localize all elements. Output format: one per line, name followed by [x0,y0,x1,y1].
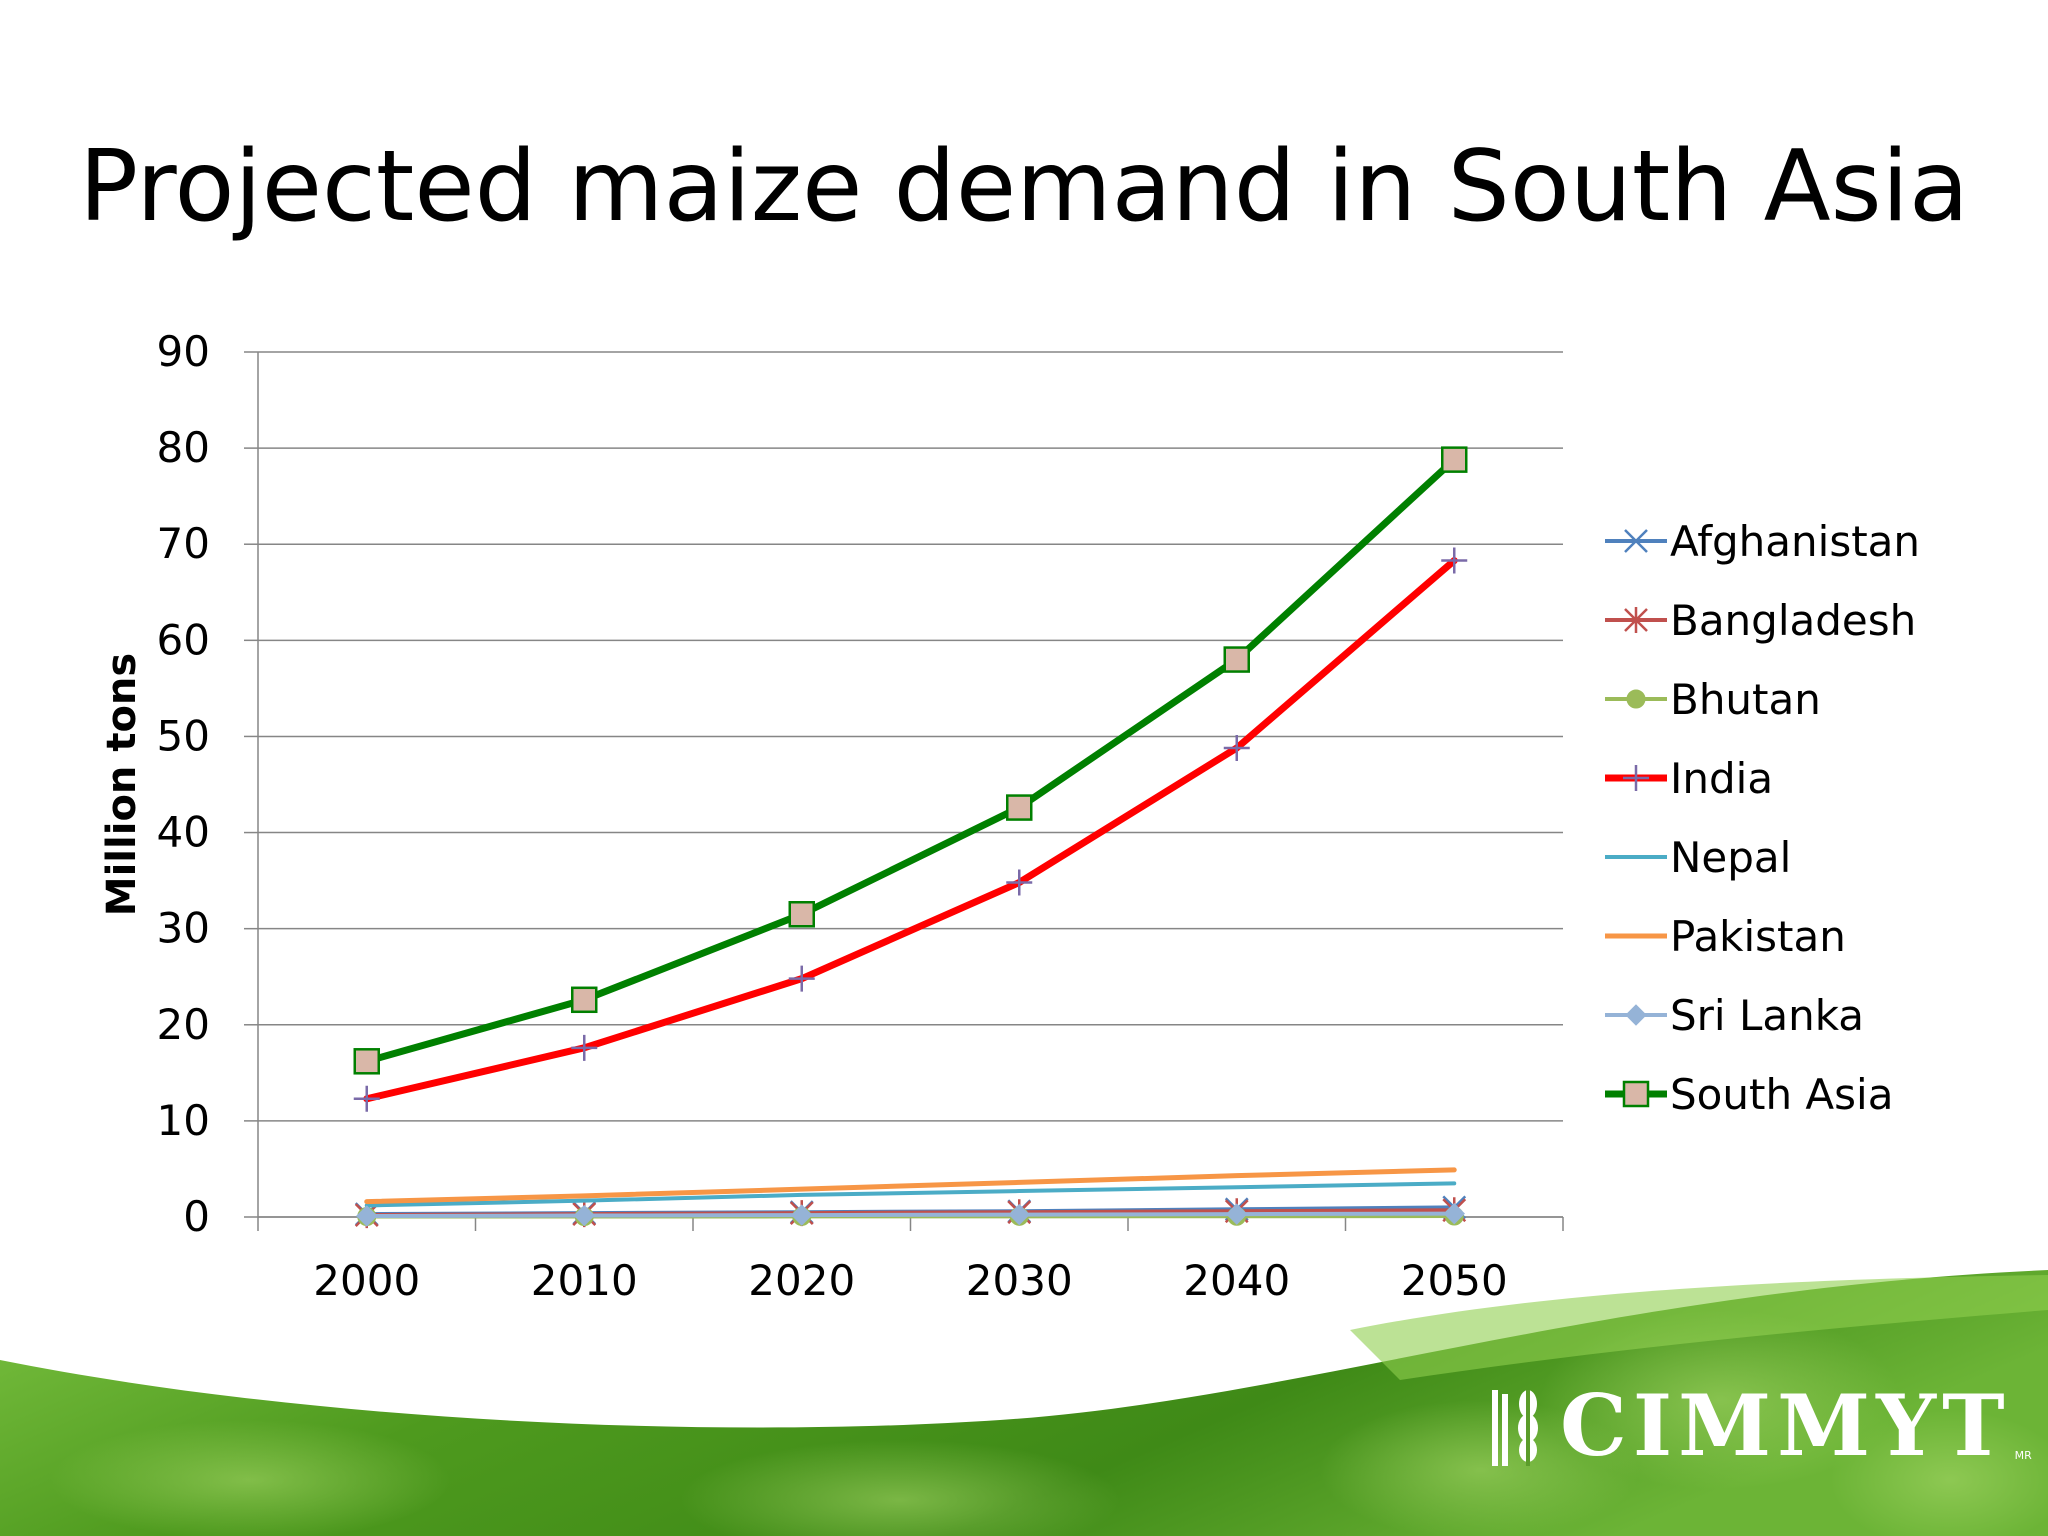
y-tick-label: 80 [157,423,210,472]
data-point-south-asia [788,901,815,928]
series-south-asia [353,446,1468,1075]
data-point-south-asia [1006,794,1033,821]
data-point-sri-lanka [791,1204,813,1226]
legend-label: India [1670,754,1773,803]
legend-item-sri-lanka: Sri Lanka [1605,991,1864,1040]
y-tick-label: 30 [157,904,210,953]
data-point-south-asia [1441,446,1468,473]
legend-marker [1624,607,1648,633]
y-tick-label: 90 [157,327,210,376]
y-tick-label: 60 [157,615,210,664]
series-line-sri-lanka [364,1211,1457,1219]
legend-item-nepal: Nepal [1605,833,1791,882]
data-point-south-asia [571,986,598,1014]
legend-marker [1622,1080,1650,1108]
data-point-south-asia [353,1048,380,1075]
data-point-sri-lanka [356,1205,378,1227]
y-tick-label: 40 [157,808,210,857]
legend-marker [1624,529,1648,553]
x-tick-label: 2010 [531,1256,638,1305]
x-tick-label: 2000 [313,1256,420,1305]
x-tick-label: 2030 [966,1256,1073,1305]
cimmyt-logo: CIMMYT MR [1490,1368,2032,1468]
legend-marker [1623,765,1649,791]
legend-marker [1626,689,1646,709]
legend-label: Nepal [1670,833,1791,882]
slide-title: Projected maize demand in South Asia [79,130,1969,244]
legend-label: Bangladesh [1670,596,1916,645]
data-point-india [1441,547,1468,574]
legend-label: Afghanistan [1670,517,1920,566]
data-point-sri-lanka [1008,1203,1030,1226]
series-pakistan [364,1167,1457,1205]
legend-item-bangladesh: Bangladesh [1605,596,1916,645]
data-point-india [353,1085,380,1112]
legend-item-bhutan: Bhutan [1605,675,1821,724]
legend-item-india: India [1605,754,1773,803]
data-point-south-asia [1223,646,1250,673]
series-line-south-asia [363,456,1458,1065]
legend-item-south-asia: South Asia [1605,1070,1893,1119]
x-tick-label: 2040 [1183,1256,1290,1305]
y-tick-label: 50 [157,711,210,760]
series-nepal [364,1181,1457,1208]
series-sri-lanka [356,1202,1465,1227]
y-tick-label: 0 [183,1192,210,1241]
series-india [353,547,1468,1112]
legend-label: Pakistan [1670,912,1846,961]
wheat-icon [1492,1390,1538,1466]
logo-registered-mark: MR [2014,1449,2032,1462]
legend-item-afghanistan: Afghanistan [1605,517,1920,566]
data-point-india [788,965,815,992]
y-tick-label: 70 [157,519,210,568]
data-point-india [571,1034,598,1061]
y-tick-label: 20 [157,1000,210,1049]
legend-label: South Asia [1670,1070,1893,1119]
legend-label: Bhutan [1670,675,1821,724]
data-point-sri-lanka [1226,1203,1248,1225]
data-point-india [1006,869,1033,896]
legend-marker [1625,1004,1647,1026]
logo-wordmark: CIMMYT [1560,1376,2011,1475]
series-line-nepal [364,1181,1457,1208]
series-line-india [363,557,1458,1103]
x-tick-label: 2020 [748,1256,855,1305]
data-point-sri-lanka [1443,1202,1465,1225]
data-point-sri-lanka [573,1204,595,1227]
series-line-pakistan [364,1167,1457,1205]
legend-item-pakistan: Pakistan [1605,912,1846,961]
legend-label: Sri Lanka [1670,991,1864,1040]
x-tick-label: 2050 [1401,1256,1508,1305]
data-point-india [1223,734,1250,761]
y-axis-label: Million tons [99,653,145,916]
y-tick-label: 10 [157,1096,210,1145]
